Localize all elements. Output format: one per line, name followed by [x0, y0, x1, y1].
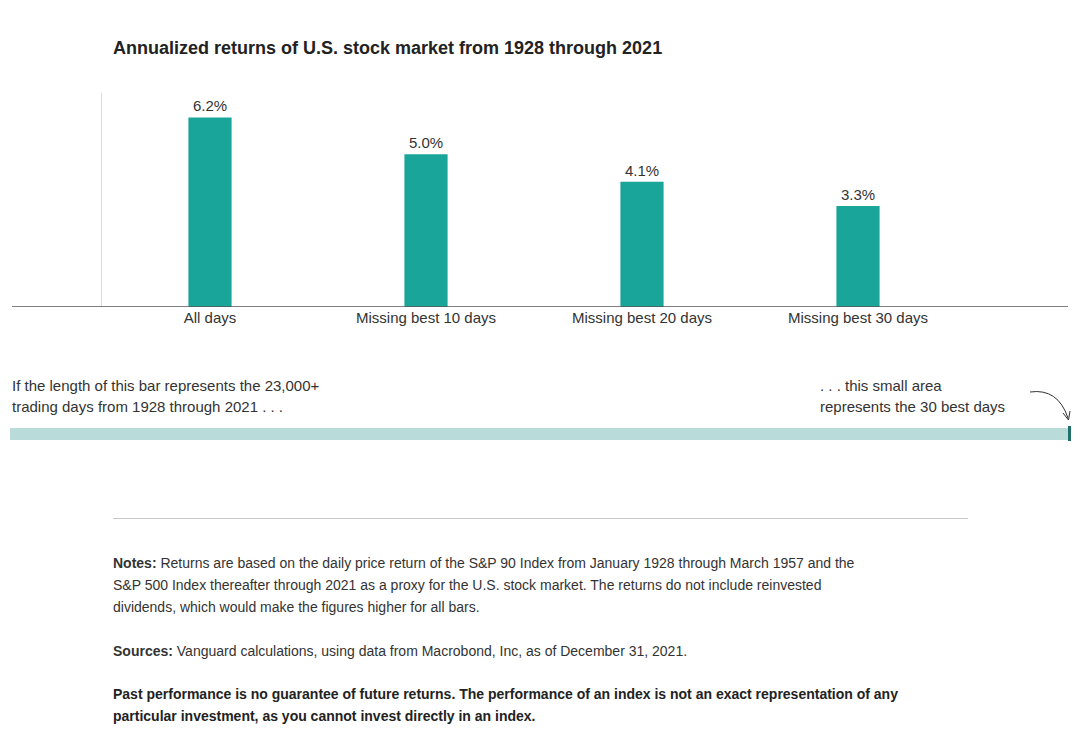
html-text:particular investment, as you: particular investment, as you cannot inv… [113, 708, 536, 724]
html-text:. . . this small area: . . . this small area [820, 377, 942, 394]
svg-text:3.3%: 3.3% [841, 186, 875, 203]
html-text:Notes: Returns are based on th: Notes: Returns are based on the daily pr… [113, 555, 855, 571]
svg-text:Annualized returns of U.S. sto: Annualized returns of U.S. stock market … [113, 38, 662, 58]
svg-text:Missing best 30 days: Missing best 30 days [788, 309, 928, 326]
html-text:Past performance is no guarant: Past performance is no guarantee of futu… [113, 686, 898, 702]
svg-text:6.2%: 6.2% [193, 97, 227, 114]
html-text:trading days from 1928 through: trading days from 1928 through 2021 . . … [12, 398, 283, 415]
svg-text:5.0%: 5.0% [409, 134, 443, 151]
html-text:S&P 500 Index thereafter throu: S&P 500 Index thereafter through 2021 as… [113, 577, 822, 593]
svg-text:All days: All days [184, 309, 237, 326]
svg-text:4.1%: 4.1% [625, 162, 659, 179]
html-text:Sources: Vanguard calculations: Sources: Vanguard calculations, using da… [113, 643, 688, 659]
svg-text:Missing best 10 days: Missing best 10 days [356, 309, 496, 326]
svg-text:Missing best 20 days: Missing best 20 days [572, 309, 712, 326]
html-text:represents the 30 best days: represents the 30 best days [820, 398, 1006, 415]
html-text:If the length of this bar repr: If the length of this bar represents the… [12, 377, 320, 394]
html-text:dividends, which would make th: dividends, which would make the figures … [113, 599, 480, 615]
